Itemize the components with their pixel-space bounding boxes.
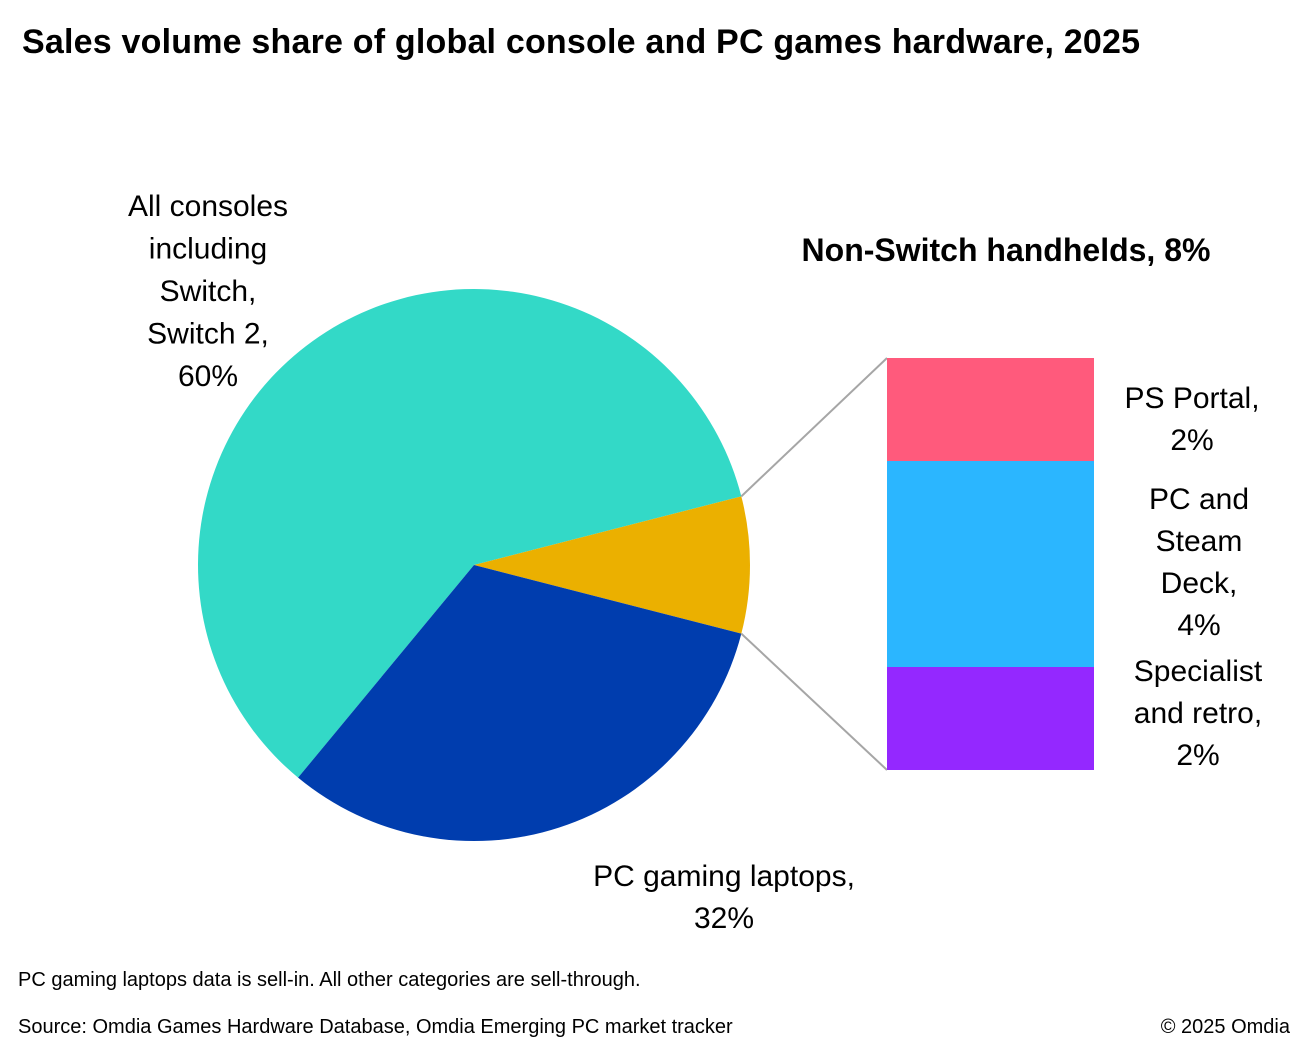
- footnote: PC gaming laptops data is sell-in. All o…: [18, 966, 641, 994]
- bar-title: Non-Switch handhelds, 8%: [802, 232, 1211, 268]
- pie-label-all-consoles: All consolesincludingSwitch,Switch 2,60%: [128, 190, 288, 393]
- connector-lines: [741, 358, 887, 770]
- pie-label-pc-gaming-laptops: PC gaming laptops,32%: [593, 860, 855, 935]
- pie-chart: [198, 289, 750, 841]
- connector-line-top: [741, 358, 887, 496]
- bar-segment-specialist-and-retro: [887, 667, 1094, 770]
- bar-segment-ps-portal: [887, 358, 1094, 461]
- copyright-note: © 2025 Omdia: [1161, 1013, 1290, 1041]
- bar-label-specialist-and-retro: Specialistand retro,2%: [1134, 655, 1263, 772]
- stacked-bar: [887, 358, 1094, 770]
- bar-label-ps-portal: PS Portal,2%: [1124, 382, 1259, 457]
- connector-line-bottom: [741, 634, 887, 770]
- bar-segment-pc-and-steam-deck: [887, 461, 1094, 667]
- bar-label-pc-and-steam-deck: PC andSteamDeck,4%: [1149, 483, 1249, 642]
- source-note: Source: Omdia Games Hardware Database, O…: [18, 1013, 733, 1041]
